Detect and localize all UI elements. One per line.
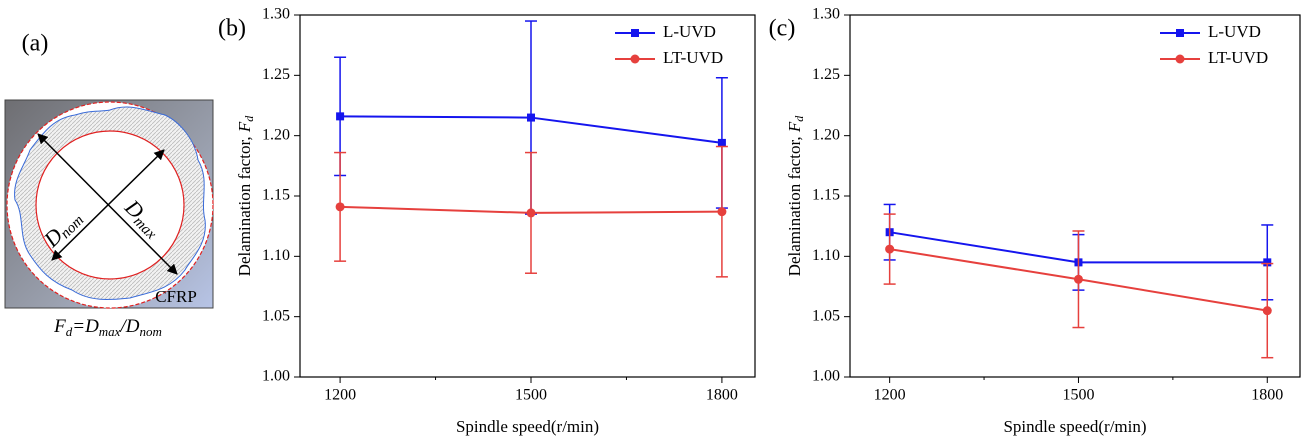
formula-subscript: nom — [139, 324, 161, 339]
y-label-text: Delamination factor, — [785, 132, 804, 276]
marker — [717, 138, 726, 147]
material-label: CFRP — [155, 287, 197, 306]
y-tick-label: 1.30 — [812, 6, 840, 23]
legend-marker — [1175, 54, 1185, 64]
x-axis-label: Spindle speed(r/min) — [456, 417, 599, 436]
y-tick-label: 1.10 — [262, 247, 290, 264]
marker — [527, 113, 535, 122]
x-tick-label: 1500 — [515, 387, 547, 404]
y-tick-label: 1.25 — [812, 66, 840, 83]
x-tick-label: 1200 — [874, 387, 906, 404]
legend-marker — [631, 29, 639, 37]
panel-label: (c) — [769, 16, 796, 42]
legend-label: L-UVD — [663, 22, 716, 41]
marker — [526, 208, 536, 218]
x-tick-label: 1800 — [1251, 387, 1283, 404]
legend-marker — [630, 54, 640, 64]
y-label-var: F — [785, 121, 804, 133]
panel-label: (b) — [218, 16, 246, 42]
legend-label: LT-UVD — [1208, 48, 1268, 67]
y-tick-label: 1.00 — [812, 368, 840, 385]
legend-label: LT-UVD — [663, 48, 723, 67]
x-tick-label: 1500 — [1062, 387, 1094, 404]
dnom-arrow — [51, 149, 165, 261]
y-tick-label: 1.05 — [262, 307, 290, 324]
y-tick-label: 1.15 — [812, 187, 840, 204]
y-tick-label: 1.20 — [812, 126, 840, 143]
legend-marker — [1176, 29, 1184, 37]
y-tick-label: 1.00 — [262, 368, 290, 385]
plot-frame — [849, 14, 1301, 378]
marker — [1073, 274, 1083, 284]
x-tick-label: 1800 — [706, 387, 738, 404]
x-axis-label: Spindle speed(r/min) — [1003, 417, 1146, 436]
y-tick-label: 1.20 — [262, 126, 290, 143]
marker — [336, 112, 345, 121]
marker — [885, 244, 895, 254]
y-tick-label: 1.15 — [262, 187, 290, 204]
y-axis-label: Delamination factor, Fd — [235, 115, 256, 277]
formula-part: F — [53, 316, 66, 337]
marker — [335, 202, 345, 212]
y-label-sub: d — [792, 115, 806, 122]
legend-label: L-UVD — [1208, 22, 1261, 41]
y-tick-label: 1.25 — [262, 66, 290, 83]
panel-a: (a) Dnom Dmax CFRP Fd=Dmax/Dnom — [4, 31, 214, 339]
y-label-sub: d — [242, 115, 256, 122]
plot-frame — [299, 14, 756, 378]
y-tick-label: 1.10 — [812, 247, 840, 264]
y-label-var: F — [235, 121, 254, 133]
formula-subscript: max — [99, 324, 121, 339]
formula: Fd=Dmax/Dnom — [53, 316, 162, 339]
y-tick-label: 1.05 — [812, 307, 840, 324]
panel-label: (a) — [22, 31, 49, 57]
marker — [1263, 258, 1272, 267]
y-label-text: Delamination factor, — [235, 132, 254, 276]
formula-subscript: d — [66, 324, 73, 339]
formula-part: /D — [119, 316, 139, 337]
marker — [1262, 306, 1272, 316]
y-axis-label: Delamination factor, Fd — [785, 115, 806, 277]
x-tick-label: 1200 — [324, 387, 356, 404]
marker — [717, 207, 727, 217]
formula-part: =D — [72, 316, 99, 337]
y-tick-label: 1.30 — [262, 6, 290, 23]
